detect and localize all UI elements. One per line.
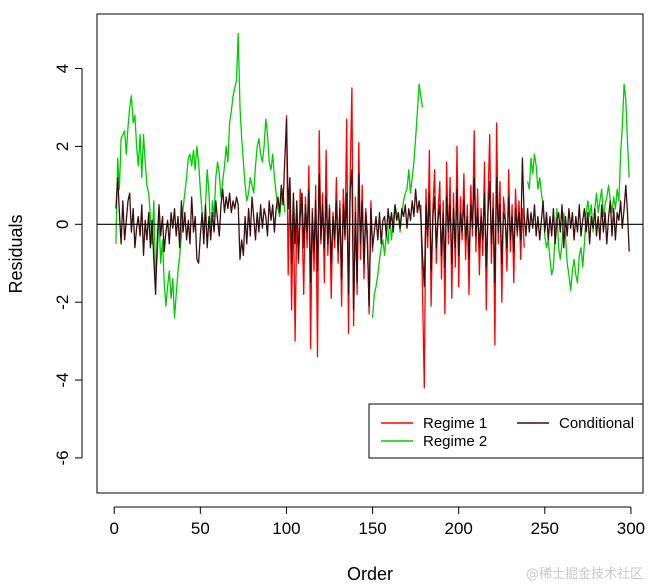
legend-label-conditional: Conditional xyxy=(559,415,634,432)
legend-label-regime-2: Regime 2 xyxy=(423,433,487,450)
series-line-regime-2-segment-3 xyxy=(526,83,630,292)
x-tick-label: 300 xyxy=(617,519,645,538)
x-tick-label: 150 xyxy=(358,519,386,538)
y-tick-label: -2 xyxy=(53,295,72,310)
x-axis: 0 50 100 150 200 250 300 xyxy=(109,506,645,538)
y-tick-label: 2 xyxy=(53,142,72,151)
legend-label-regime-1: Regime 1 xyxy=(423,415,487,432)
y-tick-label: -6 xyxy=(53,450,72,465)
y-tick-label: 0 xyxy=(53,220,72,229)
y-axis: -6 -4 -2 0 2 4 xyxy=(53,64,83,466)
series-line-conditional-segment-1 xyxy=(115,118,630,311)
x-tick-label: 50 xyxy=(191,519,210,538)
x-tick-label: 250 xyxy=(531,519,559,538)
y-axis-title: Residuals xyxy=(6,214,26,293)
series-line-regime-1-segment-2 xyxy=(420,122,525,389)
legend: Regime 1 Regime 2 Conditional xyxy=(368,403,644,459)
y-tick-label: 4 xyxy=(53,64,72,73)
x-tick-label: 200 xyxy=(445,519,473,538)
legend-box xyxy=(368,403,644,459)
x-tick-label: 0 xyxy=(109,519,118,538)
watermark: @稀土掘金技术社区 xyxy=(525,567,643,582)
series-layer xyxy=(115,32,630,389)
x-tick-label: 100 xyxy=(272,519,300,538)
plot-frame xyxy=(96,13,644,494)
series-line-regime-2-segment-1 xyxy=(115,32,286,319)
y-tick-label: -4 xyxy=(53,373,72,388)
x-axis-title: Order xyxy=(347,564,393,584)
